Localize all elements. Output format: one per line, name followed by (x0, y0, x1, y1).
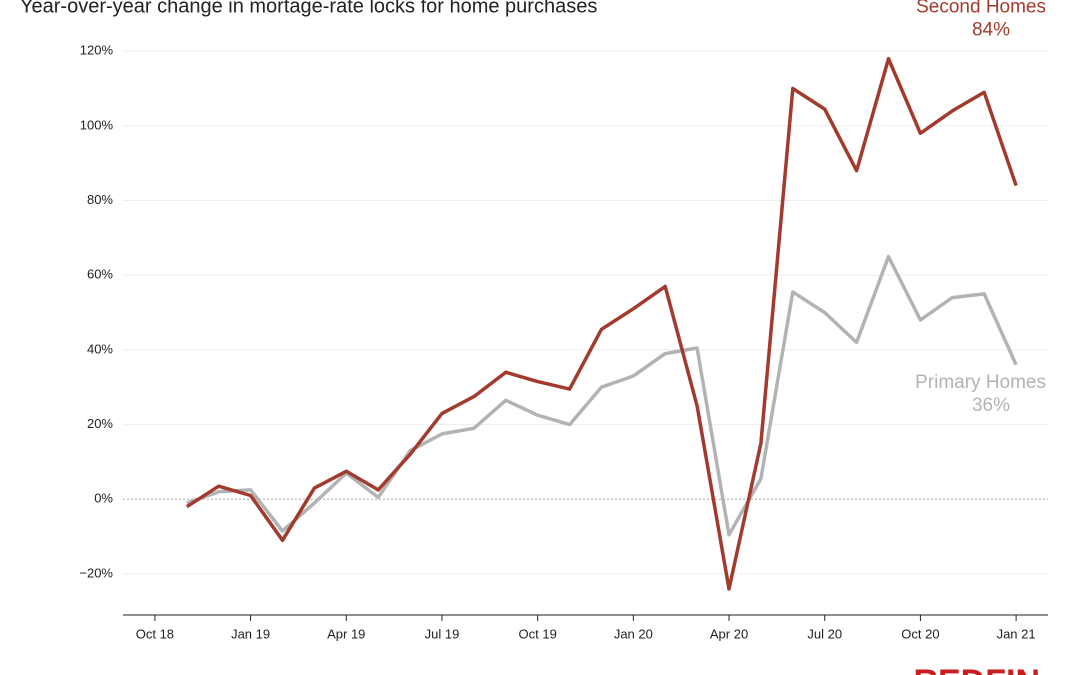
y-tick-label: 120% (80, 43, 114, 58)
end-label: 36% (972, 395, 1010, 416)
y-tick-label: 20% (87, 416, 113, 431)
y-tick-label: 100% (80, 117, 114, 132)
chart-title: Year-over-year change in mortage-rate lo… (20, 0, 597, 17)
x-tick-label: Apr 19 (327, 626, 365, 641)
y-tick-label: 80% (87, 192, 113, 207)
end-label: 84% (972, 20, 1010, 41)
series-label: Primary Homes (915, 372, 1046, 393)
x-tick-label: Apr 20 (710, 626, 748, 641)
y-tick-label: −20% (79, 565, 113, 580)
y-tick-label: 60% (87, 267, 113, 282)
x-tick-label: Oct 19 (519, 626, 557, 641)
x-tick-label: Jan 21 (997, 626, 1036, 641)
x-tick-label: Jan 20 (614, 626, 653, 641)
line (185, 56, 1018, 591)
x-tick-label: Jan 19 (231, 626, 270, 641)
logo: REDFIN (913, 663, 1040, 675)
x-tick-label: Jul 19 (425, 626, 460, 641)
series-label: Second Homes (916, 0, 1046, 18)
line (186, 254, 1018, 537)
y-tick-label: 40% (87, 341, 113, 356)
y-tick-label: 0% (94, 491, 113, 506)
x-tick-label: Oct 18 (136, 626, 174, 641)
x-tick-label: Oct 20 (901, 626, 939, 641)
x-tick-label: Jul 20 (807, 626, 842, 641)
